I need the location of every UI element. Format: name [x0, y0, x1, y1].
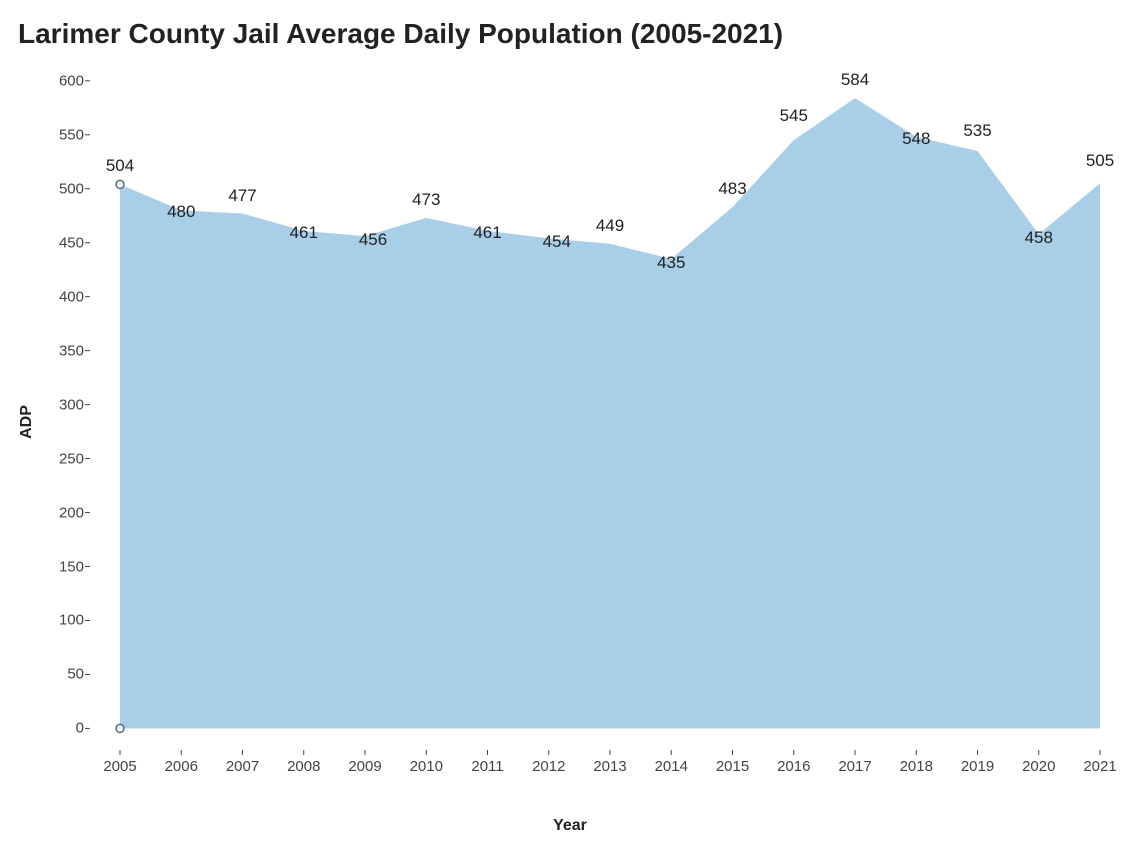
- data-label: 535: [963, 121, 991, 141]
- area-fill: [120, 98, 1100, 728]
- x-tick-label: 2020: [1022, 758, 1055, 775]
- data-marker: [116, 180, 124, 188]
- x-tick-label: 2008: [287, 758, 320, 775]
- data-label: 477: [228, 186, 256, 206]
- x-tick-label: 2011: [471, 758, 503, 775]
- x-tick-label: 2009: [348, 758, 381, 775]
- y-tick-label: 100: [34, 612, 84, 629]
- data-label: 449: [596, 216, 624, 236]
- x-tick-label: 2016: [777, 758, 810, 775]
- y-tick-label: 50: [34, 666, 84, 683]
- data-label: 458: [1025, 228, 1053, 248]
- data-label: 505: [1086, 151, 1114, 171]
- y-tick-label: 450: [34, 234, 84, 251]
- x-tick-label: 2018: [900, 758, 933, 775]
- data-label: 548: [902, 129, 930, 149]
- x-axis-title: Year: [553, 817, 587, 835]
- y-tick-label: 550: [34, 126, 84, 143]
- x-tick-label: 2006: [165, 758, 198, 775]
- y-tick-label: 350: [34, 342, 84, 359]
- data-label: 545: [780, 106, 808, 126]
- x-tick-label: 2005: [103, 758, 136, 775]
- area-chart-svg: [90, 70, 1110, 750]
- data-label: 454: [543, 232, 571, 252]
- x-tick-label: 2010: [410, 758, 443, 775]
- data-label: 435: [657, 253, 685, 273]
- data-label: 461: [473, 223, 501, 243]
- data-label: 473: [412, 190, 440, 210]
- y-tick-label: 500: [34, 180, 84, 197]
- y-tick-label: 600: [34, 72, 84, 89]
- x-tick-label: 2019: [961, 758, 994, 775]
- y-tick-label: 0: [34, 720, 84, 737]
- data-label: 480: [167, 202, 195, 222]
- x-tick-label: 2012: [532, 758, 565, 775]
- x-tick-label: 2015: [716, 758, 749, 775]
- data-label: 461: [290, 223, 318, 243]
- y-tick-label: 150: [34, 558, 84, 575]
- y-tick-label: 200: [34, 504, 84, 521]
- y-tick-label: 400: [34, 288, 84, 305]
- x-tick-label: 2007: [226, 758, 259, 775]
- data-label: 456: [359, 230, 387, 250]
- chart-title: Larimer County Jail Average Daily Popula…: [18, 18, 783, 50]
- data-label: 483: [718, 179, 746, 199]
- y-tick-label: 250: [34, 450, 84, 467]
- x-tick-label: 2017: [838, 758, 871, 775]
- y-tick-label: 300: [34, 396, 84, 413]
- x-tick-label: 2013: [593, 758, 626, 775]
- x-tick-label: 2014: [655, 758, 688, 775]
- data-label: 504: [106, 156, 134, 176]
- baseline-marker: [116, 724, 124, 732]
- x-tick-label: 2021: [1083, 758, 1116, 775]
- data-label: 584: [841, 70, 869, 90]
